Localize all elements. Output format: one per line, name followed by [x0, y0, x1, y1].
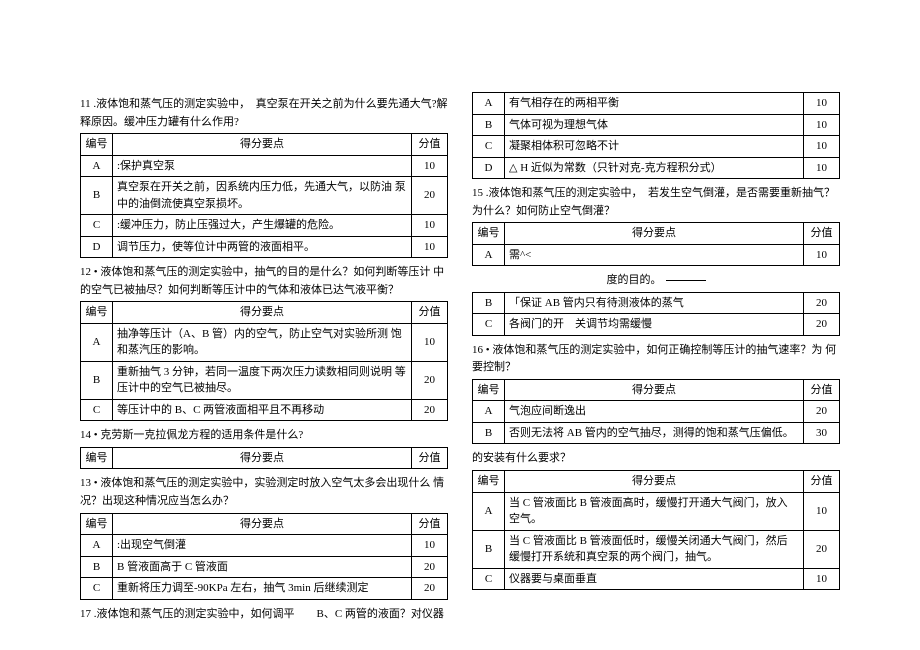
- table-row: C仪器要与桌面垂直10: [473, 568, 840, 590]
- header-val: 分值: [804, 379, 840, 401]
- table-row: B「保证 AB 管内只有待测液体的蒸气20: [473, 292, 840, 314]
- header-pt: 得分要点: [113, 302, 412, 324]
- table-row: C重新将压力调至-90KPa 左右，抽气 3min 后继续测定20: [81, 578, 448, 600]
- header-pt: 得分要点: [113, 513, 412, 535]
- question-13: 13 • 液体饱和蒸气压的测定实验中，实验测定时放入空气太多会出现什么 情况？出…: [80, 475, 448, 510]
- header-pt: 得分要点: [505, 379, 804, 401]
- header-val: 分值: [412, 513, 448, 535]
- table-row: C凝聚相体积可忽略不计10: [473, 136, 840, 158]
- table-row: B当 C 管液面比 B 管液面低时，缓慢关闭通大气阀门，然后 缓慢打开系统和真空…: [473, 530, 840, 568]
- header-idx: 编号: [473, 379, 505, 401]
- table-q13: 编号 得分要点 分值 A:出现空气倒灌10 BB 管液面高于 C 管液面20 C…: [80, 513, 448, 600]
- question-17b: 的安装有什么要求？: [472, 450, 840, 468]
- header-pt: 得分要点: [505, 471, 804, 493]
- header-val: 分值: [412, 447, 448, 469]
- header-idx: 编号: [81, 302, 113, 324]
- header-idx: 编号: [473, 223, 505, 245]
- header-val: 分值: [412, 302, 448, 324]
- question-16: 16 • 液体饱和蒸气压的测定实验中，如何正确控制等压计的抽气速率？为 何要控制…: [472, 342, 840, 377]
- question-15: 15 .液体饱和蒸气压的测定实验中， 若发生空气倒灌，是否需要重新抽气？为什么？…: [472, 185, 840, 220]
- table-q16: 编号 得分要点 分值 A气泡应间断逸出20 B否则无法将 AB 管内的空气抽尽，…: [472, 379, 840, 445]
- header-idx: 编号: [81, 447, 113, 469]
- table-q17b: 编号 得分要点 分值 A当 C 管液面比 B 管液面高时，缓慢打开通大气阀门，放…: [472, 470, 840, 590]
- table-row: B真空泵在开关之前，因系统内压力低，先通大气，以防油 泵中的油倒流使真空泵损坏。…: [81, 177, 448, 215]
- table-row: D调节压力，使等位计中两管的液面相平。10: [81, 236, 448, 258]
- underline-fragment: [666, 280, 706, 281]
- table-row: B重新抽气 3 分钟，若同一温度下两次压力读数相同则说明 等压计中的空气已被抽尽…: [81, 361, 448, 399]
- question-17: 17 .液体饱和蒸气压的测定实验中，如何调平 B、C 两管的液面？对仪器: [80, 606, 448, 624]
- table-q15a: 编号 得分要点 分值 A需^<10: [472, 222, 840, 266]
- header-pt: 得分要点: [505, 223, 804, 245]
- question-11: 11 .液体饱和蒸气压的测定实验中， 真空泵在开关之前为什么要先通大气?解释原因…: [80, 96, 448, 131]
- q15-mid-fragment: 度的目的。: [472, 272, 840, 290]
- table-row: C:缓冲压力，防止压强过大，产生爆罐的危险。10: [81, 215, 448, 237]
- header-val: 分值: [804, 223, 840, 245]
- right-column: A有气相存在的两相平衡10 B气体可视为理想气体10 C凝聚相体积可忽略不计10…: [472, 90, 840, 623]
- left-column: 11 .液体饱和蒸气压的测定实验中， 真空泵在开关之前为什么要先通大气?解释原因…: [80, 90, 448, 623]
- table-row: A气泡应间断逸出20: [473, 401, 840, 423]
- header-idx: 编号: [473, 471, 505, 493]
- table-q14-header: 编号 得分要点 分值: [80, 447, 448, 470]
- header-idx: 编号: [81, 134, 113, 156]
- table-row: B气体可视为理想气体10: [473, 114, 840, 136]
- two-column-layout: 11 .液体饱和蒸气压的测定实验中， 真空泵在开关之前为什么要先通大气?解释原因…: [80, 90, 840, 623]
- table-row: B否则无法将 AB 管内的空气抽尽，测得的饱和蒸气压偏低。30: [473, 422, 840, 444]
- table-row: A有气相存在的两相平衡10: [473, 93, 840, 115]
- header-pt: 得分要点: [113, 447, 412, 469]
- table-row: A:出现空气倒灌10: [81, 535, 448, 557]
- question-12: 12 • 液体饱和蒸气压的测定实验中，抽气的目的是什么？如何判断等压计 中的空气…: [80, 264, 448, 299]
- question-14: 14 • 克劳斯一克拉佩龙方程的适用条件是什么?: [80, 427, 448, 445]
- table-row: A抽净等压计（A、B 管）内的空气，防止空气对实验所测 饱和蒸汽压的影响。10: [81, 323, 448, 361]
- table-row: A需^<10: [473, 244, 840, 266]
- table-q14-rows: A有气相存在的两相平衡10 B气体可视为理想气体10 C凝聚相体积可忽略不计10…: [472, 92, 840, 179]
- header-idx: 编号: [81, 513, 113, 535]
- header-pt: 得分要点: [113, 134, 412, 156]
- table-row: A当 C 管液面比 B 管液面高时，缓慢打开通大气阀门，放入 空气。10: [473, 492, 840, 530]
- header-val: 分值: [804, 471, 840, 493]
- table-q11: 编号 得分要点 分值 A:保护真空泵10 B真空泵在开关之前，因系统内压力低，先…: [80, 133, 448, 258]
- table-q12: 编号 得分要点 分值 A抽净等压计（A、B 管）内的空气，防止空气对实验所测 饱…: [80, 301, 448, 421]
- header-val: 分值: [412, 134, 448, 156]
- table-row: BB 管液面高于 C 管液面20: [81, 556, 448, 578]
- table-row: C各阀门的开 关调节均需缓慢20: [473, 314, 840, 336]
- table-row: D△ H 近似为常数（只针对克-克方程积分式）10: [473, 157, 840, 179]
- table-row: A:保护真空泵10: [81, 155, 448, 177]
- table-q15b: B「保证 AB 管内只有待测液体的蒸气20 C各阀门的开 关调节均需缓慢20: [472, 292, 840, 336]
- table-row: C等压计中的 B、C 两管液面相平且不再移动20: [81, 399, 448, 421]
